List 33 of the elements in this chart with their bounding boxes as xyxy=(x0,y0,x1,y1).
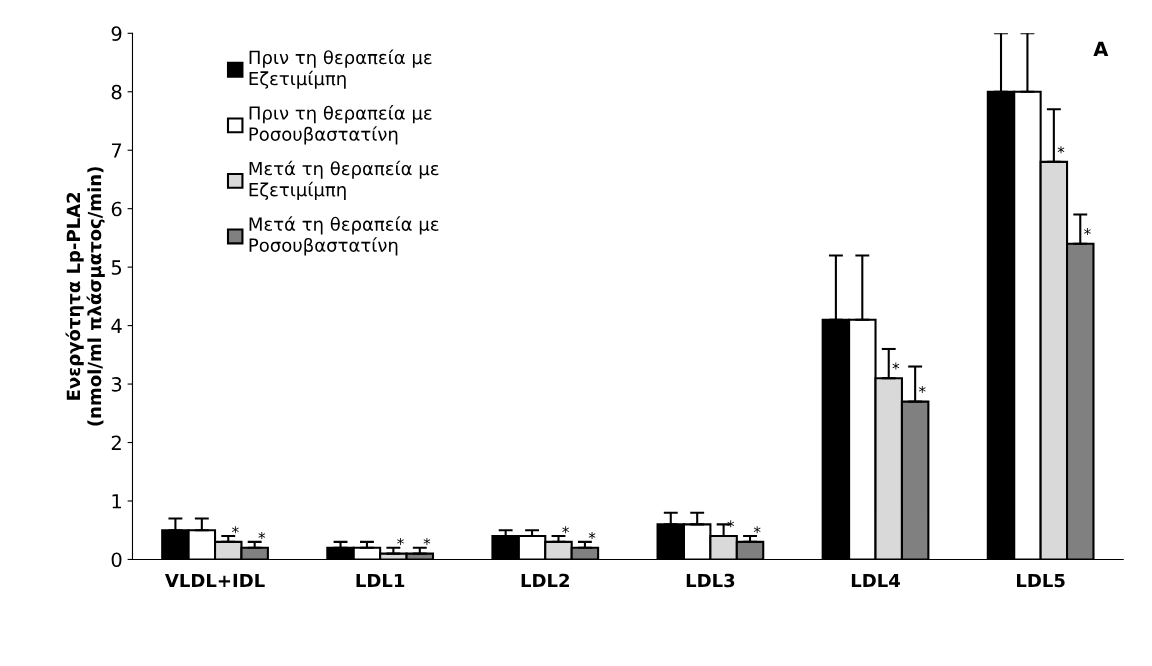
y-tick-label: 2 xyxy=(111,435,121,450)
legend-label: Μετά τη θεραπεία με Εζετιμίμπη xyxy=(249,160,439,200)
x-tick-label: VLDL+IDL xyxy=(164,573,265,588)
data-label: * xyxy=(892,362,900,370)
y-tick-label: 1 xyxy=(112,494,121,509)
data-label: * xyxy=(232,526,239,534)
x-tick-label: LDL4 xyxy=(851,573,900,588)
data-label: * xyxy=(1057,146,1065,154)
data-label: * xyxy=(258,532,266,540)
data-label: * xyxy=(1084,228,1091,236)
data-label: * xyxy=(397,537,404,545)
data-label: * xyxy=(753,526,761,534)
y-tick-label: 7 xyxy=(111,143,122,158)
y-tick-label: 3 xyxy=(111,377,122,392)
y-axis-title: Ενεργότητα Lp-PLA2 (nmol/ml πλάσματος/min) xyxy=(65,167,105,426)
annotation: A xyxy=(1093,41,1109,56)
data-label: * xyxy=(423,537,431,545)
y-tick-label: 6 xyxy=(111,201,122,217)
data-label: * xyxy=(562,526,569,534)
legend-label: Μετά τη θεραπεία με Ροσουβαστατίνη xyxy=(249,216,439,256)
x-tick-label: LDL3 xyxy=(686,573,735,588)
y-tick-label: 5 xyxy=(111,260,122,275)
y-tick-label: 4 xyxy=(111,318,122,333)
x-tick-label: LDL2 xyxy=(521,573,569,588)
legend-label: Πριν τη θεραπεία με Ροσουβαστατίνη xyxy=(249,105,432,145)
y-tick-label: 8 xyxy=(111,84,122,100)
data-label: * xyxy=(918,385,926,393)
x-tick-label: LDL5 xyxy=(1017,573,1065,588)
y-tick-label: 9 xyxy=(111,26,122,41)
data-label: * xyxy=(588,532,596,540)
x-tick-label: LDL1 xyxy=(356,573,405,588)
legend-label: Πριν τη θεραπεία με Εζετιμίμπη xyxy=(249,49,432,89)
y-tick-label: 0 xyxy=(111,552,122,568)
